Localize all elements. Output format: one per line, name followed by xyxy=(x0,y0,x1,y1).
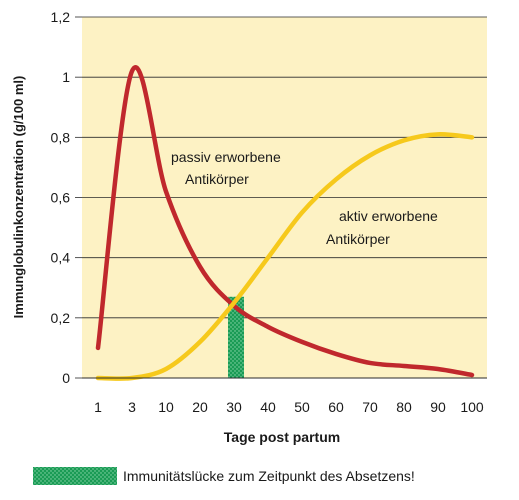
y-tick-label: 1 xyxy=(62,69,70,85)
x-tick-label: 1 xyxy=(94,399,102,415)
x-axis-label: Tage post partum xyxy=(224,429,340,445)
x-tick-label: 50 xyxy=(294,399,310,415)
legend-swatch xyxy=(33,467,117,485)
x-tick-label: 90 xyxy=(430,399,446,415)
active-antibody-line xyxy=(95,132,475,381)
y-tick-label: 0,2 xyxy=(51,310,71,326)
y-tick-labels: 0 0,2 0,4 0,6 0,8 1 1,2 xyxy=(51,9,71,386)
y-tick-label: 0,6 xyxy=(51,190,71,206)
passive-series-label-line2: Antikörper xyxy=(185,171,249,187)
x-tick-label: 20 xyxy=(192,399,208,415)
y-tick-label: 0,4 xyxy=(51,250,71,266)
x-tick-label: 3 xyxy=(128,399,136,415)
active-series-label-line2: Antikörper xyxy=(326,231,390,247)
grid-lines xyxy=(75,16,487,379)
immunity-gap-bar xyxy=(228,296,244,378)
y-tick-label: 0 xyxy=(62,370,70,386)
x-tick-label: 30 xyxy=(226,399,242,415)
x-tick-label: 40 xyxy=(260,399,276,415)
x-tick-label: 10 xyxy=(158,399,174,415)
passive-antibody-line xyxy=(95,65,475,378)
x-tick-label: 60 xyxy=(328,399,344,415)
series-layer xyxy=(95,65,475,381)
highlight-layer xyxy=(228,296,244,378)
passive-series-label-line1: passiv erworbene xyxy=(171,149,281,165)
x-tick-label: 80 xyxy=(396,399,412,415)
y-tick-label: 1,2 xyxy=(51,9,71,25)
x-tick-label: 70 xyxy=(362,399,378,415)
active-series-label-line1: aktiv erworbene xyxy=(339,208,438,224)
x-tick-labels: 1 3 10 20 30 40 50 60 70 80 90 100 xyxy=(94,399,484,415)
y-axis-label: Immunglobulinkonzentration (g/100 ml) xyxy=(11,76,26,319)
y-tick-label: 0,8 xyxy=(51,129,71,145)
x-tick-label: 100 xyxy=(460,399,484,415)
legend-label: Immunitätslücke zum Zeitpunkt des Absetz… xyxy=(123,468,415,484)
